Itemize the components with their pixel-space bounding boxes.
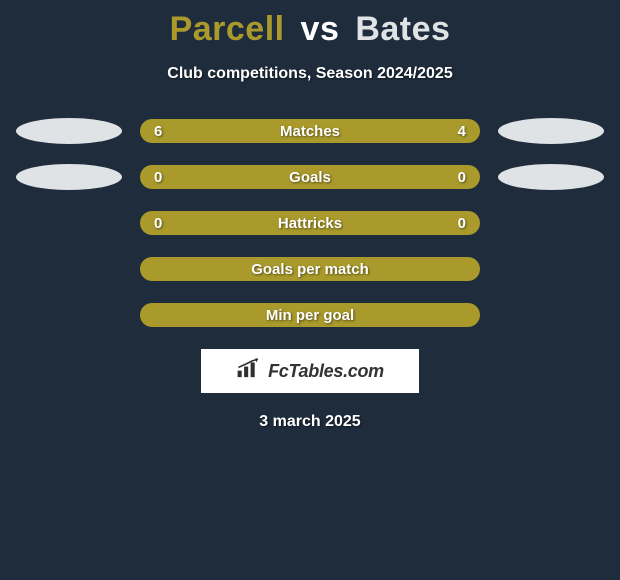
- stat-label: Hattricks: [278, 215, 342, 232]
- right-ellipse: [498, 164, 604, 190]
- stat-label: Goals: [289, 169, 331, 186]
- player1-name: Parcell: [170, 10, 285, 48]
- title-vs: vs: [301, 10, 340, 48]
- comparison-infographic: Parcell vs Bates Club competitions, Seas…: [0, 0, 620, 580]
- stat-left-value: 6: [154, 123, 172, 140]
- logo-text: FcTables.com: [268, 361, 384, 382]
- stat-row: Min per goal: [0, 303, 620, 327]
- stat-right-value: 0: [448, 215, 466, 232]
- stat-label: Min per goal: [266, 307, 354, 324]
- stat-row: 0 Goals 0: [0, 165, 620, 189]
- stat-right-value: 0: [448, 169, 466, 186]
- stat-bar: 0 Hattricks 0: [140, 211, 480, 235]
- date-label: 3 march 2025: [0, 413, 620, 431]
- stat-left-value: 0: [154, 215, 172, 232]
- stat-bar: 0 Goals 0: [140, 165, 480, 189]
- stat-row: 6 Matches 4: [0, 119, 620, 143]
- stat-label: Goals per match: [251, 261, 369, 278]
- subtitle: Club competitions, Season 2024/2025: [0, 65, 620, 83]
- stats-rows: 6 Matches 4 0 Goals 0 0 Hattricks 0 Goals per mat…: [0, 119, 620, 327]
- chart-icon: [236, 358, 262, 385]
- stat-row: 0 Hattricks 0: [0, 211, 620, 235]
- player2-name: Bates: [355, 10, 450, 48]
- source-logo: FcTables.com: [201, 349, 419, 393]
- stat-bar: Goals per match: [140, 257, 480, 281]
- stat-left-value: 0: [154, 169, 172, 186]
- stat-bar: Min per goal: [140, 303, 480, 327]
- stat-bar: 6 Matches 4: [140, 119, 480, 143]
- left-ellipse: [16, 118, 122, 144]
- page-title: Parcell vs Bates: [0, 0, 620, 49]
- stat-label: Matches: [280, 123, 340, 140]
- stat-right-value: 4: [448, 123, 466, 140]
- stat-row: Goals per match: [0, 257, 620, 281]
- right-ellipse: [498, 118, 604, 144]
- left-ellipse: [16, 164, 122, 190]
